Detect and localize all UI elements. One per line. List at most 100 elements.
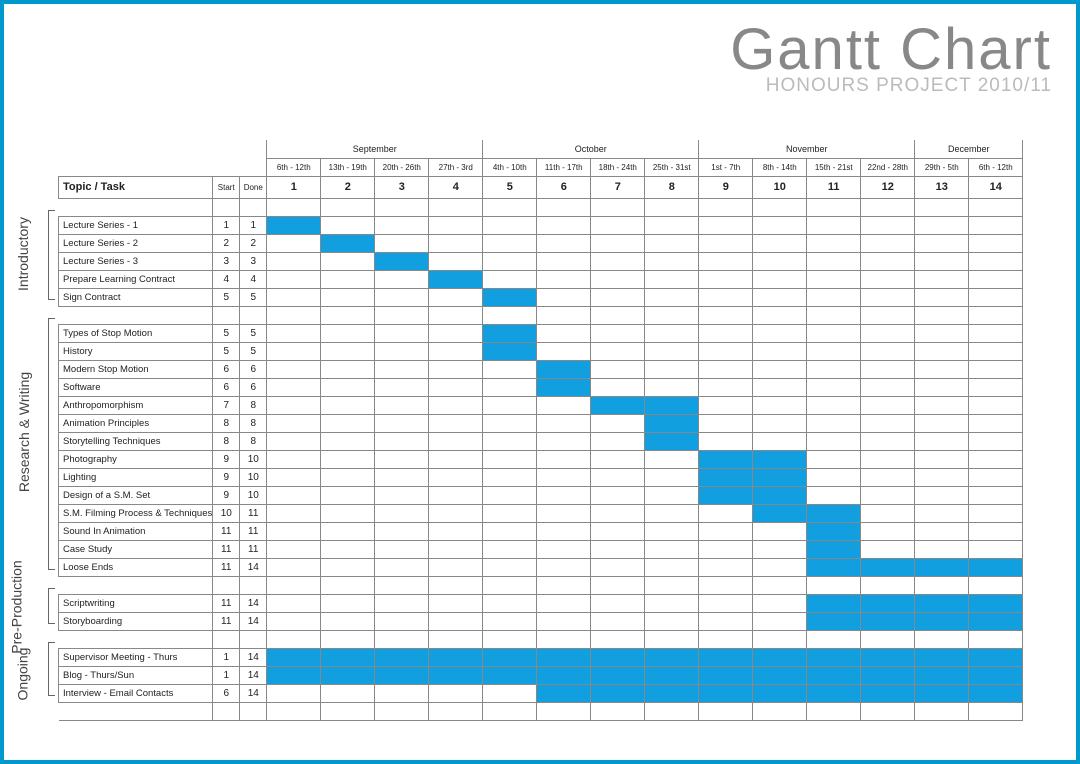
month-header: December bbox=[915, 140, 1023, 158]
gantt-bar-cell bbox=[483, 666, 537, 684]
task-start: 11 bbox=[213, 558, 240, 576]
gantt-bar-cell bbox=[267, 216, 321, 234]
bracket-icon bbox=[48, 210, 54, 300]
section-label-introductory: Introductory bbox=[15, 217, 31, 291]
gantt-bar-cell bbox=[753, 648, 807, 666]
gantt-bar-cell bbox=[915, 666, 969, 684]
gantt-bar-cell bbox=[807, 594, 861, 612]
task-name: Lighting bbox=[59, 468, 213, 486]
gantt-bar-cell bbox=[375, 666, 429, 684]
date-range-header: 1st - 7th bbox=[699, 158, 753, 176]
gantt-bar-cell bbox=[699, 666, 753, 684]
task-done: 10 bbox=[240, 468, 267, 486]
gantt-bar-cell bbox=[699, 648, 753, 666]
task-row: History55 bbox=[59, 342, 1023, 360]
gantt-bar-cell bbox=[591, 648, 645, 666]
gantt-bar-cell bbox=[699, 684, 753, 702]
task-start: 6 bbox=[213, 378, 240, 396]
gantt-bar-cell bbox=[861, 594, 915, 612]
task-row: Design of a S.M. Set910 bbox=[59, 486, 1023, 504]
done-header: Done bbox=[240, 176, 267, 198]
gantt-bar-cell bbox=[807, 540, 861, 558]
task-name: Storytelling Techniques bbox=[59, 432, 213, 450]
week-number-header: 14 bbox=[969, 176, 1023, 198]
task-done: 14 bbox=[240, 666, 267, 684]
task-row: Software66 bbox=[59, 378, 1023, 396]
task-done: 10 bbox=[240, 450, 267, 468]
gantt-bar-cell bbox=[861, 648, 915, 666]
gantt-bar-cell bbox=[483, 288, 537, 306]
bracket-icon bbox=[48, 588, 54, 624]
date-range-header: 20th - 26th bbox=[375, 158, 429, 176]
task-done: 6 bbox=[240, 360, 267, 378]
bracket-icon bbox=[48, 318, 54, 570]
task-name: Modern Stop Motion bbox=[59, 360, 213, 378]
task-done: 14 bbox=[240, 684, 267, 702]
section-label-research: Research & Writing bbox=[16, 372, 32, 492]
title-block: Gantt Chart HONOURS PROJECT 2010/11 bbox=[28, 22, 1052, 97]
gantt-bar-cell bbox=[375, 648, 429, 666]
bracket-icon bbox=[48, 642, 54, 696]
gantt-bar-cell bbox=[807, 648, 861, 666]
date-range-header: 25th - 31st bbox=[645, 158, 699, 176]
gantt-bar-cell bbox=[915, 684, 969, 702]
gantt-bar-cell bbox=[429, 666, 483, 684]
task-done: 14 bbox=[240, 594, 267, 612]
gantt-bar-cell bbox=[591, 396, 645, 414]
task-done: 11 bbox=[240, 504, 267, 522]
task-row: Lecture Series - 333 bbox=[59, 252, 1023, 270]
week-number-header: 5 bbox=[483, 176, 537, 198]
task-row: Anthropomorphism78 bbox=[59, 396, 1023, 414]
task-row: Case Study1111 bbox=[59, 540, 1023, 558]
week-number-header: 1 bbox=[267, 176, 321, 198]
gantt-bar-cell bbox=[915, 648, 969, 666]
task-done: 11 bbox=[240, 540, 267, 558]
gantt-bar-cell bbox=[645, 396, 699, 414]
task-start: 9 bbox=[213, 468, 240, 486]
task-done: 14 bbox=[240, 648, 267, 666]
task-start: 11 bbox=[213, 612, 240, 630]
gantt-bar-cell bbox=[483, 324, 537, 342]
task-done: 1 bbox=[240, 216, 267, 234]
task-name: Design of a S.M. Set bbox=[59, 486, 213, 504]
task-row: Lighting910 bbox=[59, 468, 1023, 486]
gantt-bar-cell bbox=[969, 666, 1023, 684]
task-start: 4 bbox=[213, 270, 240, 288]
gantt-bar-cell bbox=[267, 648, 321, 666]
task-name: Storyboarding bbox=[59, 612, 213, 630]
week-number-header: 11 bbox=[807, 176, 861, 198]
task-name: Prepare Learning Contract bbox=[59, 270, 213, 288]
gantt-bar-cell bbox=[537, 684, 591, 702]
gantt-bar-cell bbox=[537, 378, 591, 396]
gantt-bar-cell bbox=[483, 648, 537, 666]
date-range-header: 6th - 12th bbox=[969, 158, 1023, 176]
task-row: Prepare Learning Contract44 bbox=[59, 270, 1023, 288]
task-name: Case Study bbox=[59, 540, 213, 558]
gantt-bar-cell bbox=[861, 684, 915, 702]
task-done: 5 bbox=[240, 324, 267, 342]
task-name: Sign Contract bbox=[59, 288, 213, 306]
task-done: 5 bbox=[240, 288, 267, 306]
task-name: S.M. Filming Process & Techniques bbox=[59, 504, 213, 522]
task-name: Blog - Thurs/Sun bbox=[59, 666, 213, 684]
task-start: 9 bbox=[213, 450, 240, 468]
task-row: Interview - Email Contacts614 bbox=[59, 684, 1023, 702]
gantt-chart: SeptemberOctoberNovemberDecember6th - 12… bbox=[58, 140, 1052, 740]
week-number-header: 6 bbox=[537, 176, 591, 198]
date-range-header: 18th - 24th bbox=[591, 158, 645, 176]
gantt-bar-cell bbox=[267, 666, 321, 684]
gantt-bar-cell bbox=[807, 522, 861, 540]
task-start: 8 bbox=[213, 414, 240, 432]
start-header: Start bbox=[213, 176, 240, 198]
gantt-bar-cell bbox=[645, 414, 699, 432]
task-name: Interview - Email Contacts bbox=[59, 684, 213, 702]
gantt-page: Gantt Chart HONOURS PROJECT 2010/11 Intr… bbox=[0, 0, 1080, 764]
task-row: Lecture Series - 111 bbox=[59, 216, 1023, 234]
task-row: S.M. Filming Process & Techniques1011 bbox=[59, 504, 1023, 522]
task-row: Animation Principles88 bbox=[59, 414, 1023, 432]
task-start: 2 bbox=[213, 234, 240, 252]
gantt-bar-cell bbox=[429, 648, 483, 666]
task-row: Types of Stop Motion55 bbox=[59, 324, 1023, 342]
week-number-header: 12 bbox=[861, 176, 915, 198]
gantt-bar-cell bbox=[969, 612, 1023, 630]
